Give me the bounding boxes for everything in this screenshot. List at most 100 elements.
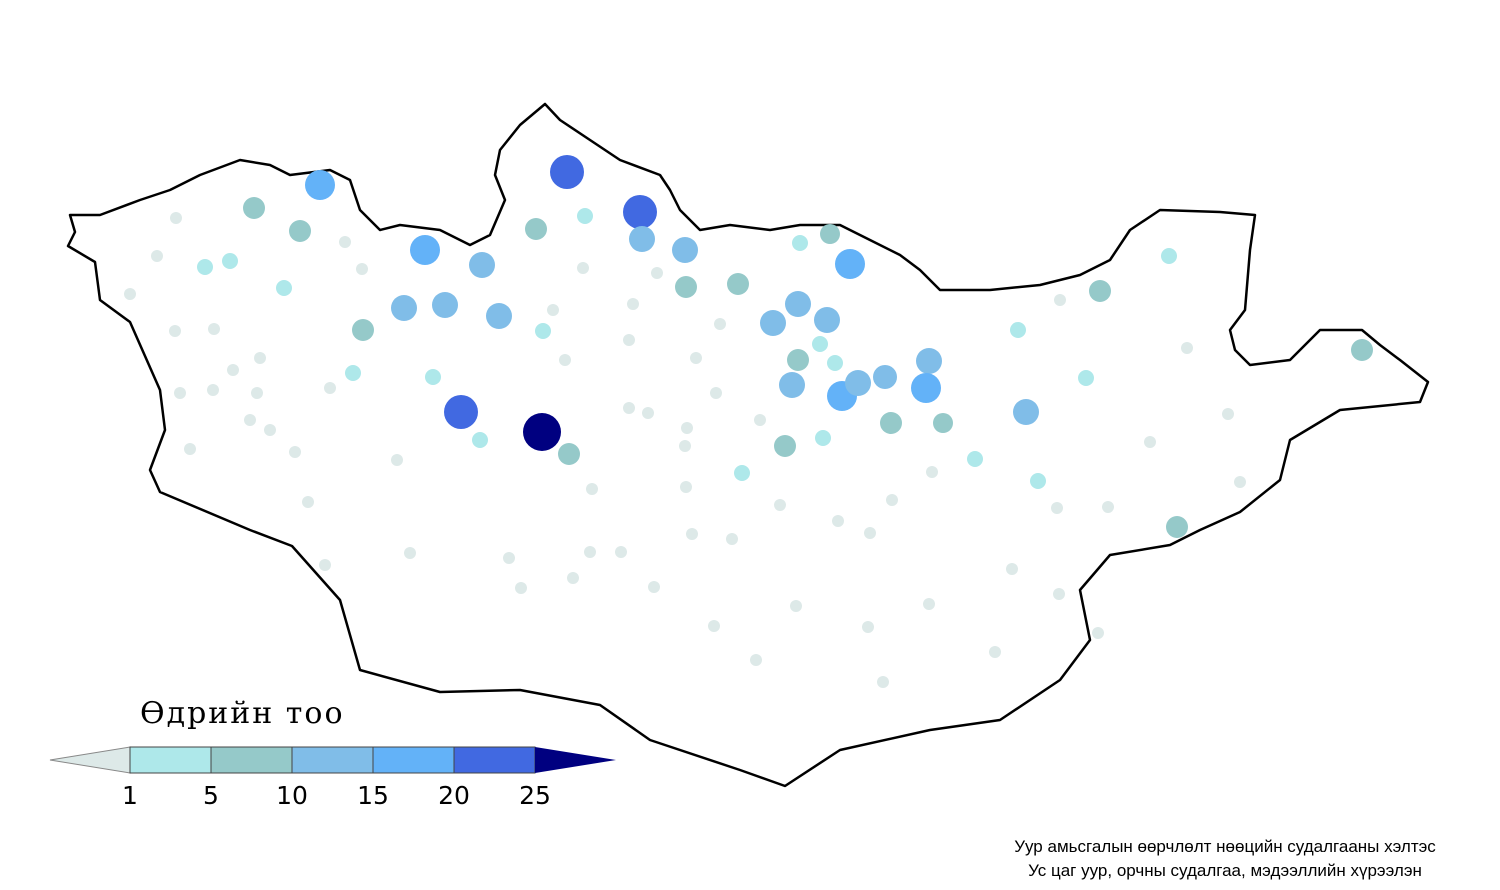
station-dot [785,291,811,317]
station-dot [559,354,571,366]
colorbar-over [535,747,616,773]
station-dot [558,443,580,465]
station-dot [567,572,579,584]
station-dot [672,237,698,263]
colorbar-tick-label: 10 [276,781,308,810]
colorbar: 1 5 10 15 20 25 [49,746,616,810]
station-dot [734,465,750,481]
station-dot [779,372,805,398]
credit-line: Ус цаг уур, орчны судалгаа, мэдээллийн х… [1028,861,1422,880]
station-dot [1351,339,1373,361]
station-dot [1144,436,1156,448]
colorbar-tick-label: 20 [438,781,470,810]
station-dot [227,364,239,376]
station-dot [680,481,692,493]
station-dot [623,402,635,414]
station-dot [289,446,301,458]
station-dot [305,170,335,200]
credit-line: Уур амьсгалын өөрчлөлт нөөцийн судалгаан… [1014,837,1436,856]
station-dot [472,432,488,448]
station-dot [197,259,213,275]
station-dot [170,212,182,224]
station-dot [648,581,660,593]
station-dot [911,373,941,403]
colorbar-cell [291,746,374,774]
station-dot [264,424,276,436]
station-dot [916,348,942,374]
station-dot [774,435,796,457]
station-dot [169,325,181,337]
station-dot [845,370,871,396]
station-dot [243,197,265,219]
country-outline [66,102,1430,788]
station-dot [623,195,657,229]
station-dot [535,323,551,339]
station-dot [627,298,639,310]
station-dot [352,319,374,341]
station-dot [1102,501,1114,513]
station-dot [1013,399,1039,425]
station-dot [577,262,589,274]
station-dot [469,252,495,278]
station-dot [710,387,722,399]
station-dot [880,412,902,434]
legend-title: Өдрийн тоо [140,696,345,731]
station-dot [815,430,831,446]
station-dot [651,267,663,279]
station-dot [251,387,263,399]
station-dot [727,273,749,295]
station-dot [760,310,786,336]
station-dot [586,483,598,495]
station-dot [1053,588,1065,600]
station-dot [827,355,843,371]
station-dot [832,515,844,527]
colorbar-cell [129,746,212,774]
station-dot [686,528,698,540]
station-dot [276,280,292,296]
colorbar-tick-label: 1 [122,781,138,810]
station-dot [792,235,808,251]
station-dot [254,352,266,364]
station-dot [1181,342,1193,354]
station-dot [629,226,655,252]
station-dot [642,407,654,419]
station-dot [774,499,786,511]
station-dot [877,676,889,688]
station-dot [1054,294,1066,306]
station-dot [345,365,361,381]
station-dot [750,654,762,666]
station-dot [1078,370,1094,386]
station-dot [790,600,802,612]
station-dot [754,414,766,426]
station-dot [989,646,1001,658]
station-dot [404,547,416,559]
station-dot [208,323,220,335]
station-dot [302,496,314,508]
colorbar-cell [210,746,293,774]
station-dot [1222,408,1234,420]
station-dot [926,466,938,478]
station-dot [391,295,417,321]
station-dot [681,422,693,434]
station-dot [1030,473,1046,489]
station-dot [319,559,331,571]
station-dot [1166,516,1188,538]
station-dot [432,292,458,318]
station-dot [174,387,186,399]
colorbar-cell [372,746,455,774]
station-dot [862,621,874,633]
station-dot [525,218,547,240]
station-dot [339,236,351,248]
station-dot [356,263,368,275]
station-dot [503,552,515,564]
station-dot [410,235,440,265]
station-dot [933,413,953,433]
colorbar-tick-label: 5 [203,781,219,810]
station-dot [690,352,702,364]
colorbar-tick-label: 15 [357,781,389,810]
station-dot [835,249,865,279]
station-dot [444,395,478,429]
station-dot [577,208,593,224]
station-dot [486,303,512,329]
